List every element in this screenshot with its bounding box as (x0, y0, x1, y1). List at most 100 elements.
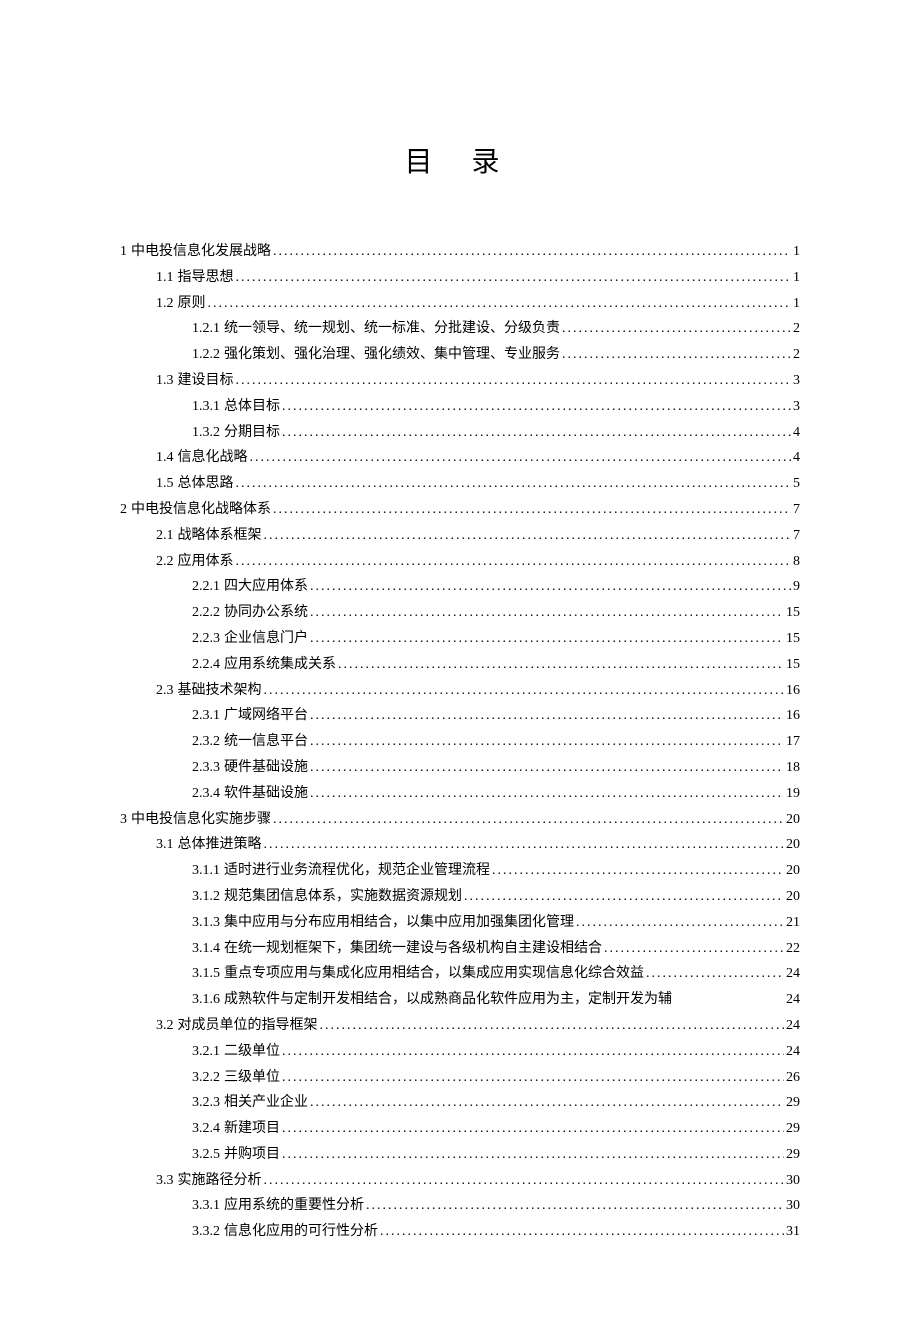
toc-entry-text: 应用体系 (178, 550, 234, 574)
toc-entry-text: 并购项目 (224, 1143, 280, 1167)
toc-entry-page: 20 (786, 833, 800, 857)
toc-entry-text: 中电投信息化实施步骤 (131, 808, 271, 832)
toc-entry-number: 3.1.6 (192, 988, 220, 1012)
toc-leader-dots (282, 1143, 784, 1167)
toc-leader-dots (464, 885, 784, 909)
toc-leader-dots (236, 369, 792, 393)
toc-entry-number: 2.3 (156, 679, 174, 703)
toc-entry: 3.3实施路径分析30 (120, 1169, 800, 1193)
toc-entry-page: 15 (786, 627, 800, 651)
toc-entry-page: 20 (786, 808, 800, 832)
toc-entry-page: 3 (793, 395, 800, 419)
toc-entry-text: 基础技术架构 (178, 679, 262, 703)
toc-entry-text: 适时进行业务流程优化，规范企业管理流程 (224, 859, 490, 883)
toc-entry-number: 1.2.2 (192, 343, 220, 367)
toc-leader-dots (282, 1040, 784, 1064)
toc-entry: 3.1.4在统一规划框架下，集团统一建设与各级机构自主建设相结合22 (120, 937, 800, 961)
toc-entry-number: 2.1 (156, 524, 174, 548)
toc-entry-text: 中电投信息化战略体系 (131, 498, 271, 522)
toc-entry: 2.3.2统一信息平台17 (120, 730, 800, 754)
toc-entry-text: 在统一规划框架下，集团统一建设与各级机构自主建设相结合 (224, 937, 602, 961)
toc-entry-number: 2.2.3 (192, 627, 220, 651)
toc-entry-page: 7 (793, 498, 800, 522)
toc-entry-number: 1.2 (156, 292, 174, 316)
toc-entry-page: 22 (786, 937, 800, 961)
toc-entry-page: 29 (786, 1143, 800, 1167)
toc-leader-dots (320, 1014, 785, 1038)
toc-entry-number: 1.1 (156, 266, 174, 290)
toc-entry-page: 29 (786, 1117, 800, 1141)
toc-entry-text: 统一领导、统一规划、统一标准、分批建设、分级负责 (224, 317, 560, 341)
toc-entry-text: 软件基础设施 (224, 782, 308, 806)
toc-entry: 3.1.5重点专项应用与集成化应用相结合，以集成应用实现信息化综合效益24 (120, 962, 800, 986)
toc-entry-text: 对成员单位的指导框架 (178, 1014, 318, 1038)
toc-entry-number: 3.1 (156, 833, 174, 857)
toc-entry-text: 重点专项应用与集成化应用相结合，以集成应用实现信息化综合效益 (224, 962, 644, 986)
toc-leader-dots (562, 343, 791, 367)
document-page: 目 录 1中电投信息化发展战略11.1指导思想11.2原则11.2.1统一领导、… (0, 0, 920, 1326)
toc-entry-number: 3.2.2 (192, 1066, 220, 1090)
toc-entry-page: 24 (786, 1014, 800, 1038)
toc-leader-dots (310, 627, 784, 651)
toc-entry-number: 2.3.1 (192, 704, 220, 728)
toc-entry-number: 2.2.4 (192, 653, 220, 677)
toc-entry-number: 3.2.5 (192, 1143, 220, 1167)
toc-leader-dots (282, 421, 791, 445)
toc-entry: 1.5总体思路5 (120, 472, 800, 496)
toc-entry: 1中电投信息化发展战略1 (120, 240, 800, 264)
toc-entry-number: 3.2.4 (192, 1117, 220, 1141)
toc-entry-page: 9 (793, 575, 800, 599)
toc-entry-page: 18 (786, 756, 800, 780)
toc-entry-page: 4 (793, 421, 800, 445)
toc-entry-number: 2 (120, 498, 127, 522)
toc-entry-page: 16 (786, 679, 800, 703)
toc-leader-dots (273, 808, 784, 832)
toc-entry-number: 1.3 (156, 369, 174, 393)
toc-entry-number: 3.1.1 (192, 859, 220, 883)
toc-leader-dots (310, 782, 784, 806)
toc-entry-text: 集中应用与分布应用相结合，以集中应用加强集团化管理 (224, 911, 574, 935)
toc-entry-page: 26 (786, 1066, 800, 1090)
toc-entry: 3.2.4新建项目 29 (120, 1117, 800, 1141)
toc-entry-number: 1 (120, 240, 127, 264)
toc-leader-dots (264, 524, 792, 548)
toc-entry-number: 1.5 (156, 472, 174, 496)
toc-entry-text: 信息化战略 (178, 446, 248, 470)
toc-entry-page: 29 (786, 1091, 800, 1115)
toc-leader-dots (366, 1194, 784, 1218)
toc-entry-page: 30 (786, 1169, 800, 1193)
toc-entry-text: 实施路径分析 (178, 1169, 262, 1193)
toc-leader-dots (310, 575, 791, 599)
toc-leader-dots (282, 395, 791, 419)
toc-entry-text: 相关产业企业 (224, 1091, 308, 1115)
toc-leader-dots (674, 988, 784, 1012)
toc-entry: 2.1战略体系框架7 (120, 524, 800, 548)
toc-entry-text: 指导思想 (178, 266, 234, 290)
toc-entry: 2.3基础技术架构 16 (120, 679, 800, 703)
toc-entry-text: 成熟软件与定制开发相结合，以成熟商品化软件应用为主，定制开发为辅 (224, 988, 672, 1012)
toc-leader-dots (338, 653, 784, 677)
toc-entry: 2.2.1四大应用体系9 (120, 575, 800, 599)
toc-entry-text: 企业信息门户 (224, 627, 308, 651)
toc-entry-page: 16 (786, 704, 800, 728)
toc-entry-text: 新建项目 (224, 1117, 280, 1141)
toc-leader-dots (264, 833, 785, 857)
toc-entry-number: 1.2.1 (192, 317, 220, 341)
toc-leader-dots (576, 911, 784, 935)
toc-leader-dots (236, 266, 792, 290)
toc-entry: 3.2.2三级单位26 (120, 1066, 800, 1090)
toc-entry-number: 3 (120, 808, 127, 832)
toc-entry: 3.1.1适时进行业务流程优化，规范企业管理流程 20 (120, 859, 800, 883)
toc-entry: 1.1指导思想1 (120, 266, 800, 290)
toc-entry-page: 2 (793, 317, 800, 341)
toc-entry-text: 建设目标 (178, 369, 234, 393)
toc-entry-page: 20 (786, 859, 800, 883)
toc-entry-number: 3.1.5 (192, 962, 220, 986)
toc-entry-text: 规范集团信息体系，实施数据资源规划 (224, 885, 462, 909)
toc-leader-dots (646, 962, 784, 986)
toc-entry-number: 3.2.1 (192, 1040, 220, 1064)
toc-entry-number: 2.3.3 (192, 756, 220, 780)
toc-entry-number: 1.3.2 (192, 421, 220, 445)
toc-entry-page: 5 (793, 472, 800, 496)
toc-entry-number: 3.2.3 (192, 1091, 220, 1115)
